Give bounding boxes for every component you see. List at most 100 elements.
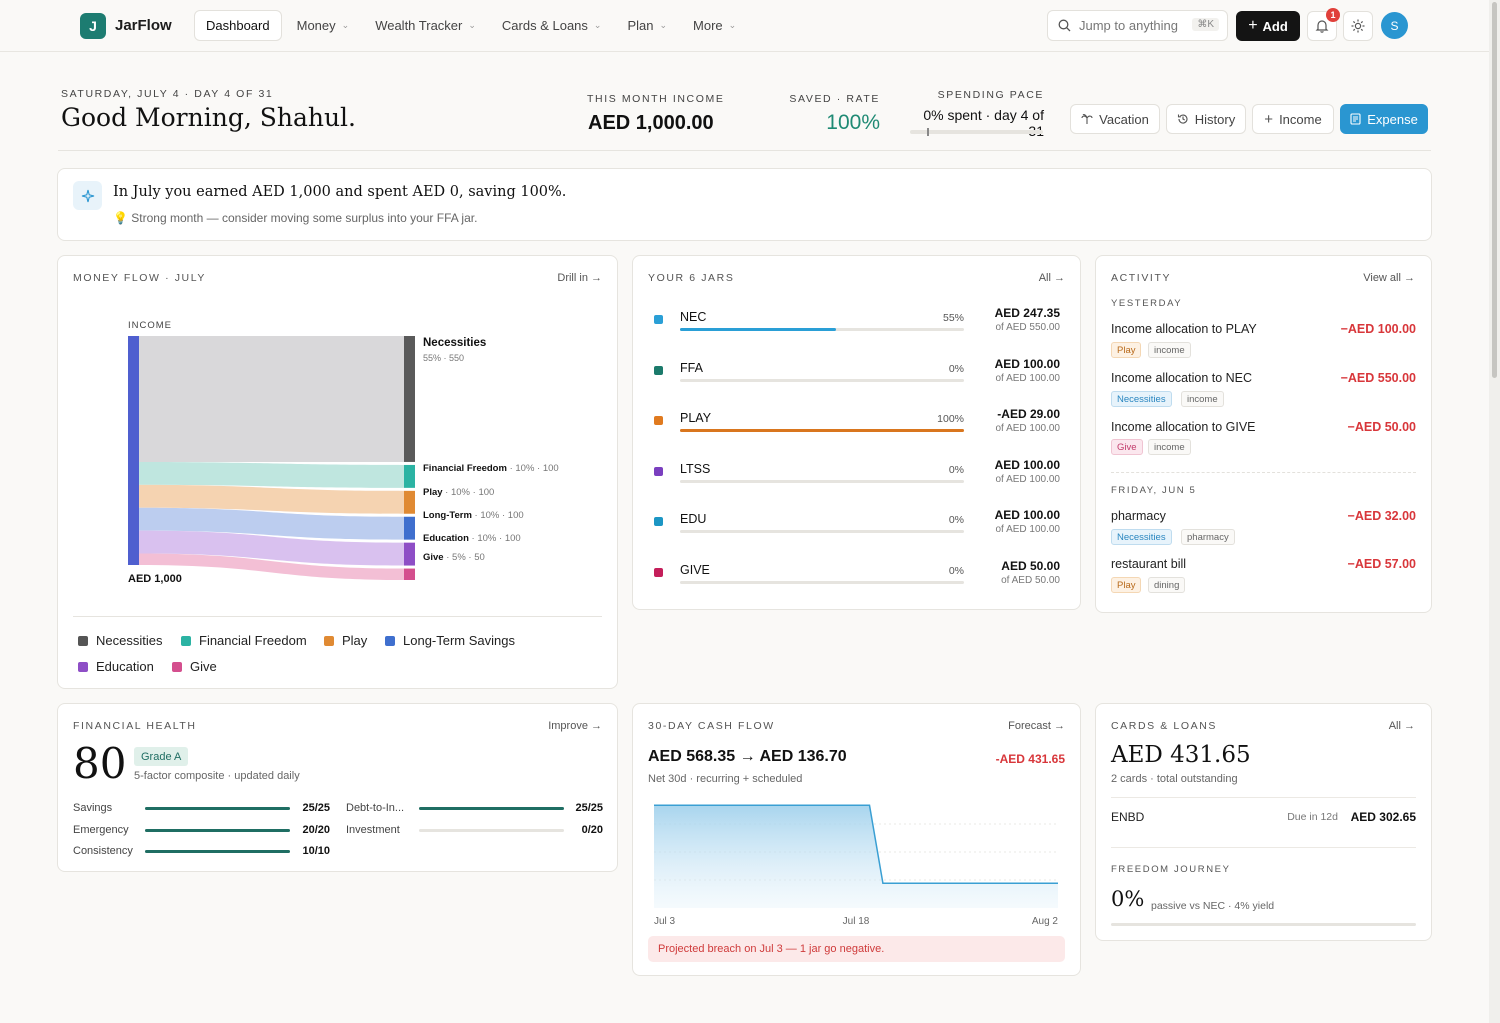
nav-plan[interactable]: Plan ⌄	[616, 10, 678, 41]
jar-name[interactable]: PLAY	[680, 411, 712, 425]
jar-percent: 0%	[948, 464, 964, 476]
theme-toggle-button[interactable]	[1343, 11, 1373, 41]
forecast-link[interactable]: Forecast →	[1008, 720, 1065, 732]
nav-wealth-tracker[interactable]: Wealth Tracker ⌄	[364, 10, 487, 41]
sankey-target-node[interactable]	[404, 568, 415, 580]
sankey-target-node[interactable]	[404, 464, 415, 488]
history-button[interactable]: History	[1166, 104, 1246, 134]
nav-money[interactable]: Money ⌄	[286, 10, 361, 41]
tag-jar[interactable]: Play	[1111, 342, 1142, 358]
sankey-label-long-term: Long-Term · 10% · 100	[423, 510, 524, 521]
sankey-target-detail: · 10% · 100	[506, 463, 559, 474]
jar-name[interactable]: FFA	[680, 361, 703, 375]
main-nav: Dashboard Money ⌄ Wealth Tracker ⌄ Cards &…	[194, 10, 751, 41]
legend-label: Financial Freedom	[199, 633, 307, 648]
activity-item-title[interactable]: Income allocation to NEC	[1111, 371, 1253, 385]
nav-cards-loans[interactable]: Cards & Loans ⌄	[491, 10, 613, 41]
nav-more[interactable]: More ⌄	[682, 10, 747, 41]
nav-label: More	[693, 18, 723, 33]
improve-link[interactable]: Improve →	[548, 720, 602, 732]
jar-name[interactable]: EDU	[680, 512, 707, 526]
health-factor-fill	[145, 829, 290, 832]
tag-category[interactable]: income	[1181, 391, 1224, 407]
activity-item-amount: −AED 50.00	[1347, 420, 1416, 434]
income-source-amount: AED 1,000	[128, 573, 182, 585]
tag-category[interactable]: dining	[1148, 577, 1186, 593]
health-factor-label: Consistency	[73, 845, 133, 857]
sankey-label-play: Play · 10% · 100	[423, 487, 494, 498]
tag-jar[interactable]: Give	[1111, 439, 1143, 455]
search-input[interactable]: Jump to anything ⌘K	[1047, 10, 1228, 41]
scrollbar-thumb[interactable]	[1492, 2, 1497, 378]
activity-item-title[interactable]: Income allocation to PLAY	[1111, 322, 1257, 336]
cash-flow-line	[654, 804, 1058, 885]
jar-progress-bar	[680, 379, 964, 382]
history-label: History	[1194, 111, 1236, 127]
jar-name[interactable]: NEC	[680, 310, 707, 324]
activity-item-title[interactable]: Income allocation to GIVE	[1111, 420, 1256, 434]
financial-health-title: FINANCIAL HEALTH	[73, 720, 197, 732]
add-button[interactable]: + Add	[1236, 11, 1300, 41]
tag-category[interactable]: income	[1148, 439, 1191, 455]
cards-loans-card	[1095, 703, 1432, 941]
app-name[interactable]: JarFlow	[115, 17, 172, 34]
page-scrollbar[interactable]	[1489, 0, 1500, 1023]
receipt-icon	[1350, 113, 1361, 125]
vacation-button[interactable]: Vacation	[1070, 104, 1160, 134]
sankey-target-node[interactable]	[404, 336, 415, 462]
freedom-percent: 0%	[1111, 887, 1145, 911]
tag-jar[interactable]: Necessities	[1111, 529, 1172, 545]
jar-progress-bar	[680, 480, 964, 483]
jar-color-dot	[654, 568, 663, 577]
sankey-target-name: Play	[423, 487, 443, 498]
cards-all-link[interactable]: All →	[1388, 720, 1415, 732]
sankey-band	[139, 553, 404, 580]
health-factor-value: 20/20	[302, 824, 330, 836]
income-label: Income	[1279, 111, 1322, 127]
activity-item-title[interactable]: restaurant bill	[1111, 557, 1187, 571]
sankey-target-name: Give	[423, 552, 444, 563]
money-flow-drill-in-link[interactable]: Drill in →	[557, 272, 602, 284]
activity-item-title[interactable]: pharmacy	[1111, 509, 1166, 523]
cards-total: AED 431.65	[1111, 742, 1251, 768]
avatar[interactable]: S	[1381, 12, 1408, 39]
jar-target: of AED 50.00	[1001, 575, 1060, 586]
activity-view-all-link[interactable]: View all →	[1363, 272, 1415, 284]
jar-progress-bar	[680, 429, 964, 432]
app-logo[interactable]: J	[80, 13, 106, 39]
nav-dashboard[interactable]: Dashboard	[194, 10, 282, 41]
nav-label: Dashboard	[206, 18, 270, 33]
jar-name[interactable]: GIVE	[680, 563, 710, 577]
tag-category[interactable]: income	[1148, 342, 1191, 358]
jar-amount: AED 100.00	[994, 357, 1060, 371]
jar-amount: AED 50.00	[1001, 559, 1060, 573]
sankey-target-node[interactable]	[404, 542, 415, 566]
jar-target: of AED 100.00	[995, 474, 1061, 485]
saved-rate-value: 100%	[826, 111, 880, 134]
jar-progress-bar	[680, 530, 964, 533]
card-name[interactable]: ENBD	[1111, 810, 1145, 824]
tag-jar[interactable]: Necessities	[1111, 391, 1172, 407]
legend-swatch	[78, 635, 88, 646]
jar-progress-bar	[680, 581, 964, 584]
income-stat-label: THIS MONTH INCOME	[587, 93, 725, 105]
expense-button[interactable]: Expense	[1340, 104, 1428, 134]
header-divider	[58, 150, 1431, 151]
legend-label: Necessities	[96, 633, 163, 648]
sankey-target-node[interactable]	[404, 490, 415, 514]
jar-amount: AED 100.00	[994, 458, 1060, 472]
tag-category[interactable]: pharmacy	[1181, 529, 1235, 545]
page-title: Good Morning, Shahul.	[61, 103, 356, 132]
legend-divider	[73, 616, 602, 617]
tag-jar[interactable]: Play	[1111, 577, 1142, 593]
jar-name[interactable]: LTSS	[680, 462, 711, 476]
income-button[interactable]: + Income	[1252, 104, 1334, 134]
legend-label: Long-Term Savings	[403, 633, 515, 648]
health-factor-value: 25/25	[302, 802, 330, 814]
legend-swatch	[385, 635, 395, 646]
sankey-target-node[interactable]	[404, 516, 415, 540]
add-button-label: Add	[1262, 18, 1288, 34]
jar-progress-bar	[680, 328, 964, 331]
jar-progress-fill	[680, 429, 964, 432]
jars-all-link[interactable]: All →	[1038, 272, 1065, 284]
